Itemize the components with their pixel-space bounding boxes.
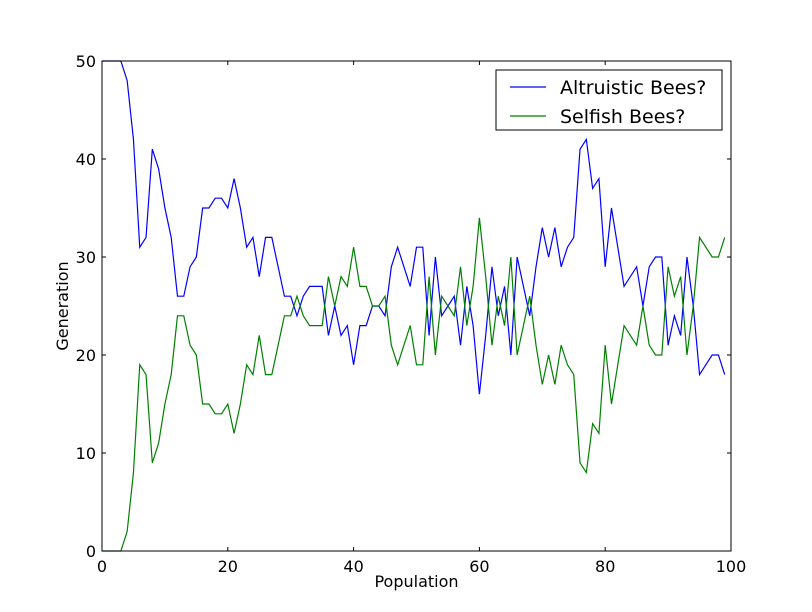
axis-ticks: 0 20 40 60 80 100 0 10 20 30 40 50 xyxy=(76,52,747,576)
x-axis-label: Population xyxy=(374,572,458,591)
legend-box xyxy=(495,69,723,131)
y-tick-label: 50 xyxy=(76,52,96,71)
plot-frame xyxy=(101,60,732,552)
y-tick-label: 30 xyxy=(76,248,96,267)
x-tick-label: 0 xyxy=(97,557,107,576)
legend: Altruistic Bees? Selfish Bees? xyxy=(495,69,723,131)
x-tick-label: 20 xyxy=(218,557,238,576)
x-tick-label: 100 xyxy=(716,557,747,576)
y-tick-label: 40 xyxy=(76,150,96,169)
legend-label-selfish: Selfish Bees? xyxy=(560,106,685,128)
y-tick-label: 20 xyxy=(76,346,96,365)
legend-label-altruistic: Altruistic Bees? xyxy=(560,77,706,99)
plot-lines xyxy=(102,60,726,552)
x-tick-label: 40 xyxy=(343,557,363,576)
x-tick-label: 80 xyxy=(595,557,615,576)
series-line-selfish xyxy=(102,217,726,552)
y-axis-label: Generation xyxy=(53,261,72,350)
series-line-altruistic xyxy=(102,60,726,395)
y-tick-label: 10 xyxy=(76,444,96,463)
y-tick-label: 0 xyxy=(86,542,96,561)
x-tick-label: 60 xyxy=(469,557,489,576)
